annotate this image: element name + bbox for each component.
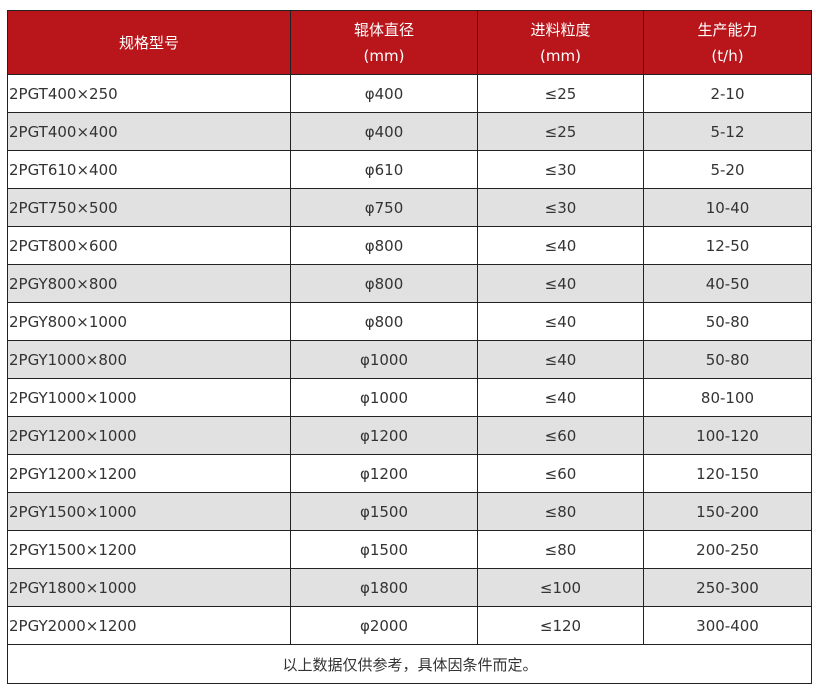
header-roller-label: 辊体直径 xyxy=(353,20,414,39)
cell-capacity: 12-50 xyxy=(643,226,812,265)
cell-roller-diameter: φ1500 xyxy=(290,492,478,531)
header-feed: 进料粒度 (mm) xyxy=(477,10,644,75)
spec-table: 规格型号 辊体直径 (mm) 进料粒度 (mm) 生产能力 (t/h) 2PGT400… xyxy=(7,10,812,684)
cell-capacity: 120-150 xyxy=(643,454,812,493)
footer-note: 以上数据仅供参考，具体因条件而定。 xyxy=(7,644,812,684)
header-capacity: 生产能力 (t/h) xyxy=(643,10,812,75)
cell-capacity: 200-250 xyxy=(643,530,812,569)
cell-feed-size: ≤80 xyxy=(477,530,644,569)
cell-model: 2PGT400×400 xyxy=(7,112,291,151)
cell-roller-diameter: φ1200 xyxy=(290,454,478,493)
cell-capacity: 250-300 xyxy=(643,568,812,607)
cell-roller-diameter: φ400 xyxy=(290,112,478,151)
table-row: 2PGT400×250 φ400 ≤25 2-10 xyxy=(7,74,812,113)
cell-feed-size: ≤30 xyxy=(477,150,644,189)
cell-capacity: 2-10 xyxy=(643,74,812,113)
cell-capacity: 100-120 xyxy=(643,416,812,455)
cell-roller-diameter: φ1200 xyxy=(290,416,478,455)
cell-feed-size: ≤60 xyxy=(477,454,644,493)
cell-model: 2PGY800×1000 xyxy=(7,302,291,341)
header-model: 规格型号 xyxy=(7,10,291,75)
cell-roller-diameter: φ1800 xyxy=(290,568,478,607)
cell-feed-size: ≤25 xyxy=(477,74,644,113)
cell-capacity: 150-200 xyxy=(643,492,812,531)
cell-capacity: 10-40 xyxy=(643,188,812,227)
cell-model: 2PGY2000×1200 xyxy=(7,606,291,645)
table-row: 2PGY1500×1200 φ1500 ≤80 200-250 xyxy=(7,530,812,569)
table-row: 2PGY800×1000 φ800 ≤40 50-80 xyxy=(7,302,812,341)
cell-feed-size: ≤30 xyxy=(477,188,644,227)
cell-capacity: 5-20 xyxy=(643,150,812,189)
table-row: 2PGT400×400 φ400 ≤25 5-12 xyxy=(7,112,812,151)
header-feed-unit: (mm) xyxy=(540,46,581,65)
table-row: 2PGY1200×1200 φ1200 ≤60 120-150 xyxy=(7,454,812,493)
table-row: 2PGY1000×800 φ1000 ≤40 50-80 xyxy=(7,340,812,379)
cell-model: 2PGT400×250 xyxy=(7,74,291,113)
cell-feed-size: ≤40 xyxy=(477,378,644,417)
cell-roller-diameter: φ1000 xyxy=(290,378,478,417)
cell-model: 2PGY1500×1000 xyxy=(7,492,291,531)
cell-roller-diameter: φ800 xyxy=(290,264,478,303)
cell-roller-diameter: φ800 xyxy=(290,302,478,341)
cell-model: 2PGY800×800 xyxy=(7,264,291,303)
cell-roller-diameter: φ800 xyxy=(290,226,478,265)
cell-roller-diameter: φ400 xyxy=(290,74,478,113)
cell-feed-size: ≤100 xyxy=(477,568,644,607)
table-row: 2PGT800×600 φ800 ≤40 12-50 xyxy=(7,226,812,265)
cell-roller-diameter: φ1000 xyxy=(290,340,478,379)
header-row: 规格型号 辊体直径 (mm) 进料粒度 (mm) 生产能力 (t/h) xyxy=(7,10,812,75)
cell-feed-size: ≤40 xyxy=(477,302,644,341)
header-feed-label: 进料粒度 xyxy=(530,20,591,39)
cell-capacity: 40-50 xyxy=(643,264,812,303)
table-row: 2PGY800×800 φ800 ≤40 40-50 xyxy=(7,264,812,303)
cell-capacity: 50-80 xyxy=(643,302,812,341)
table-row: 2PGY1500×1000 φ1500 ≤80 150-200 xyxy=(7,492,812,531)
cell-feed-size: ≤60 xyxy=(477,416,644,455)
cell-model: 2PGY1000×1000 xyxy=(7,378,291,417)
cell-capacity: 300-400 xyxy=(643,606,812,645)
cell-model: 2PGT750×500 xyxy=(7,188,291,227)
cell-feed-size: ≤40 xyxy=(477,340,644,379)
table-row: 2PGT750×500 φ750 ≤30 10-40 xyxy=(7,188,812,227)
cell-model: 2PGT800×600 xyxy=(7,226,291,265)
header-roller-unit: (mm) xyxy=(363,46,405,65)
cell-feed-size: ≤40 xyxy=(477,264,644,303)
header-roller: 辊体直径 (mm) xyxy=(290,10,478,75)
table-row: 2PGY1800×1000 φ1800 ≤100 250-300 xyxy=(7,568,812,607)
cell-model: 2PGY1800×1000 xyxy=(7,568,291,607)
table-row: 2PGY1000×1000 φ1000 ≤40 80-100 xyxy=(7,378,812,417)
cell-feed-size: ≤80 xyxy=(477,492,644,531)
cell-capacity: 80-100 xyxy=(643,378,812,417)
cell-model: 2PGY1000×800 xyxy=(7,340,291,379)
cell-feed-size: ≤25 xyxy=(477,112,644,151)
cell-model: 2PGY1200×1000 xyxy=(7,416,291,455)
cell-capacity: 50-80 xyxy=(643,340,812,379)
table-row: 2PGY1200×1000 φ1200 ≤60 100-120 xyxy=(7,416,812,455)
cell-model: 2PGY1500×1200 xyxy=(7,530,291,569)
cell-roller-diameter: φ610 xyxy=(290,150,478,189)
cell-capacity: 5-12 xyxy=(643,112,812,151)
header-capacity-unit: (t/h) xyxy=(711,46,744,65)
cell-feed-size: ≤40 xyxy=(477,226,644,265)
cell-roller-diameter: φ750 xyxy=(290,188,478,227)
cell-roller-diameter: φ2000 xyxy=(290,606,478,645)
cell-feed-size: ≤120 xyxy=(477,606,644,645)
header-capacity-label: 生产能力 xyxy=(697,20,758,39)
cell-model: 2PGT610×400 xyxy=(7,150,291,189)
cell-model: 2PGY1200×1200 xyxy=(7,454,291,493)
table-row: 2PGY2000×1200 φ2000 ≤120 300-400 xyxy=(7,606,812,645)
cell-roller-diameter: φ1500 xyxy=(290,530,478,569)
table-row: 2PGT610×400 φ610 ≤30 5-20 xyxy=(7,150,812,189)
